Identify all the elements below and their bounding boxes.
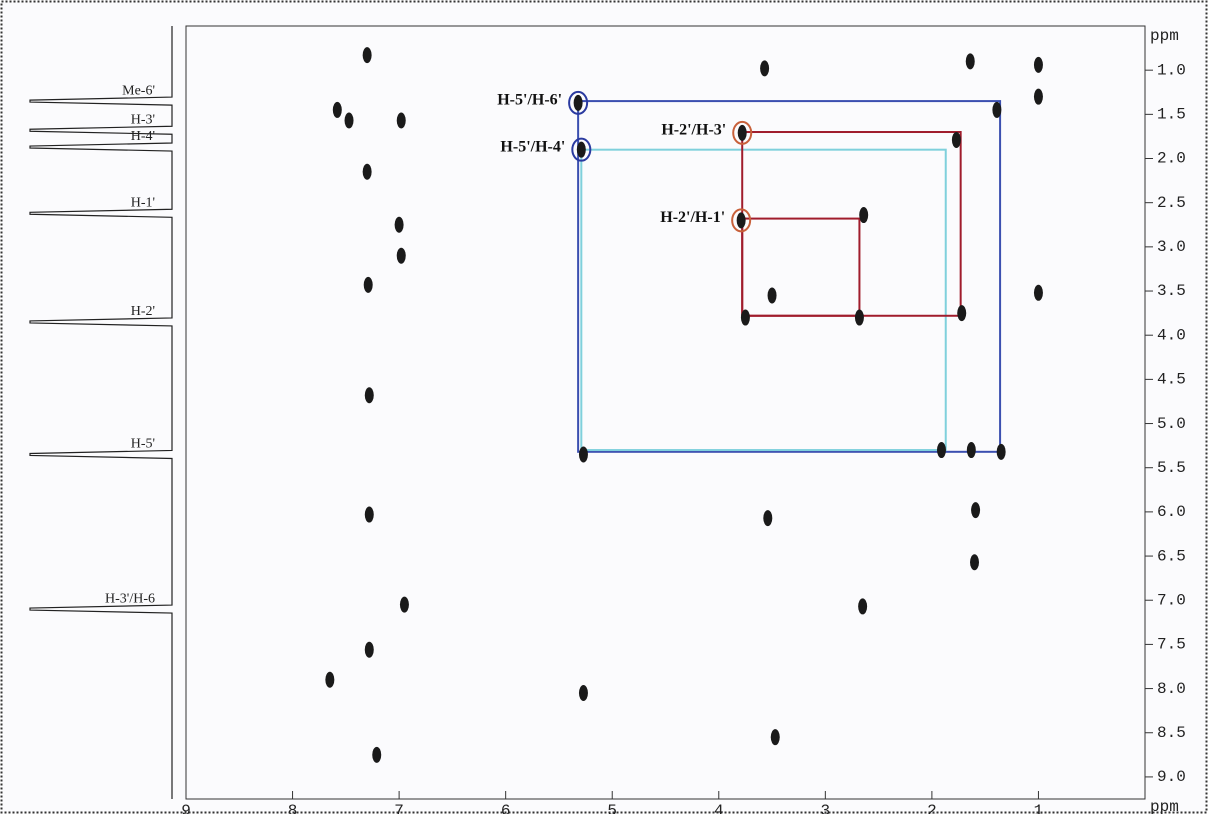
x-tick-label: 1 xyxy=(1034,802,1044,814)
annotation-circle xyxy=(731,208,752,233)
cross-peak xyxy=(362,47,372,64)
cross-peak xyxy=(763,510,773,527)
correlation-box xyxy=(580,148,947,452)
cross-peak xyxy=(364,387,374,404)
annotation-label: H-2'/H-1' xyxy=(660,209,725,226)
cross-peak xyxy=(399,596,409,613)
y-tick-label: 3.5 xyxy=(1157,282,1186,300)
correlation-box xyxy=(741,217,861,317)
cross-peak xyxy=(344,112,354,129)
x-tick-label: 7 xyxy=(394,802,404,814)
y-tick-label: 1.0 xyxy=(1157,61,1186,79)
cross-peak xyxy=(966,442,976,459)
cross-peak xyxy=(394,216,404,233)
annotation-label: H-2'/H-3' xyxy=(661,122,726,139)
annotation-label: H-5'/H-4' xyxy=(500,138,565,155)
cross-peak xyxy=(363,276,373,293)
y-tick-label: 3.0 xyxy=(1157,238,1186,256)
x-tick-label: 5 xyxy=(607,802,617,814)
cross-peak xyxy=(578,684,588,701)
projection-label: H-2' xyxy=(131,304,155,319)
cross-peak xyxy=(737,124,747,141)
cross-peak xyxy=(770,729,780,746)
cross-peak xyxy=(364,641,374,658)
plot-frame xyxy=(185,25,1146,800)
projection-label: H-5' xyxy=(131,437,155,452)
annotation-circle xyxy=(571,137,592,162)
cross-peak xyxy=(1033,56,1043,73)
y-tick-label: 8.0 xyxy=(1157,680,1186,698)
x-tick-label: 4 xyxy=(714,802,724,814)
x-tick-label: 9 xyxy=(181,802,191,814)
cross-peak xyxy=(854,309,864,326)
cross-peak xyxy=(1033,284,1043,301)
cross-peak xyxy=(736,212,746,229)
annotation-circle xyxy=(568,90,589,115)
projection-label: H-1' xyxy=(131,196,155,211)
y-tick-label: 8.5 xyxy=(1157,724,1186,742)
cross-peak xyxy=(965,53,975,70)
y-tick-label: 2.0 xyxy=(1157,150,1186,168)
cross-peak xyxy=(957,305,967,322)
cross-peak xyxy=(573,94,583,111)
x-axis-label: ppm xyxy=(1150,798,1179,814)
cross-peak xyxy=(1033,88,1043,105)
y-tick-label: 9.0 xyxy=(1157,768,1186,786)
cross-peak xyxy=(971,502,981,519)
x-tick-label: 6 xyxy=(501,802,511,814)
cross-peak xyxy=(396,112,406,129)
projection-label: H-4' xyxy=(131,129,155,144)
y-tick-label: 4.0 xyxy=(1157,326,1186,344)
cross-peak xyxy=(760,60,770,77)
annotation-circle xyxy=(732,120,753,145)
projection-label: H-3' xyxy=(131,112,155,127)
cross-peak xyxy=(970,554,980,571)
correlation-box xyxy=(577,100,1002,453)
cross-peak xyxy=(372,746,382,763)
x-tick-label: 3 xyxy=(821,802,831,814)
cross-peak xyxy=(740,309,750,326)
cross-peak xyxy=(396,247,406,264)
y-tick-label: 2.5 xyxy=(1157,194,1186,212)
cross-peak xyxy=(992,101,1002,118)
projection-label: H-3'/H-6 xyxy=(105,591,155,606)
cross-peak xyxy=(858,598,868,615)
cross-peak xyxy=(362,163,372,180)
cross-peak xyxy=(578,446,588,463)
projection-label: Me-6' xyxy=(122,83,155,98)
y-tick-label: 6.5 xyxy=(1157,547,1186,565)
cross-peak xyxy=(996,443,1006,460)
cross-peak xyxy=(332,101,342,118)
y-axis-label: ppm xyxy=(1150,27,1179,45)
projection-trace xyxy=(29,26,173,799)
cross-peak xyxy=(325,671,335,688)
cross-peak xyxy=(936,442,946,459)
annotation-label: H-5'/H-6' xyxy=(497,92,562,109)
cross-peak xyxy=(767,287,777,304)
cross-peak xyxy=(576,141,586,158)
y-tick-label: 4.5 xyxy=(1157,371,1186,389)
cross-peak xyxy=(859,207,869,224)
y-tick-label: 7.5 xyxy=(1157,636,1186,654)
cross-peak xyxy=(951,131,961,148)
x-tick-label: 2 xyxy=(927,802,937,814)
y-tick-label: 7.0 xyxy=(1157,591,1186,609)
y-tick-label: 1.5 xyxy=(1157,106,1186,124)
x-tick-label: 8 xyxy=(288,802,298,814)
y-tick-label: 5.0 xyxy=(1157,415,1186,433)
y-tick-label: 5.5 xyxy=(1157,459,1186,477)
y-tick-label: 6.0 xyxy=(1157,503,1186,521)
cross-peak xyxy=(364,506,374,523)
